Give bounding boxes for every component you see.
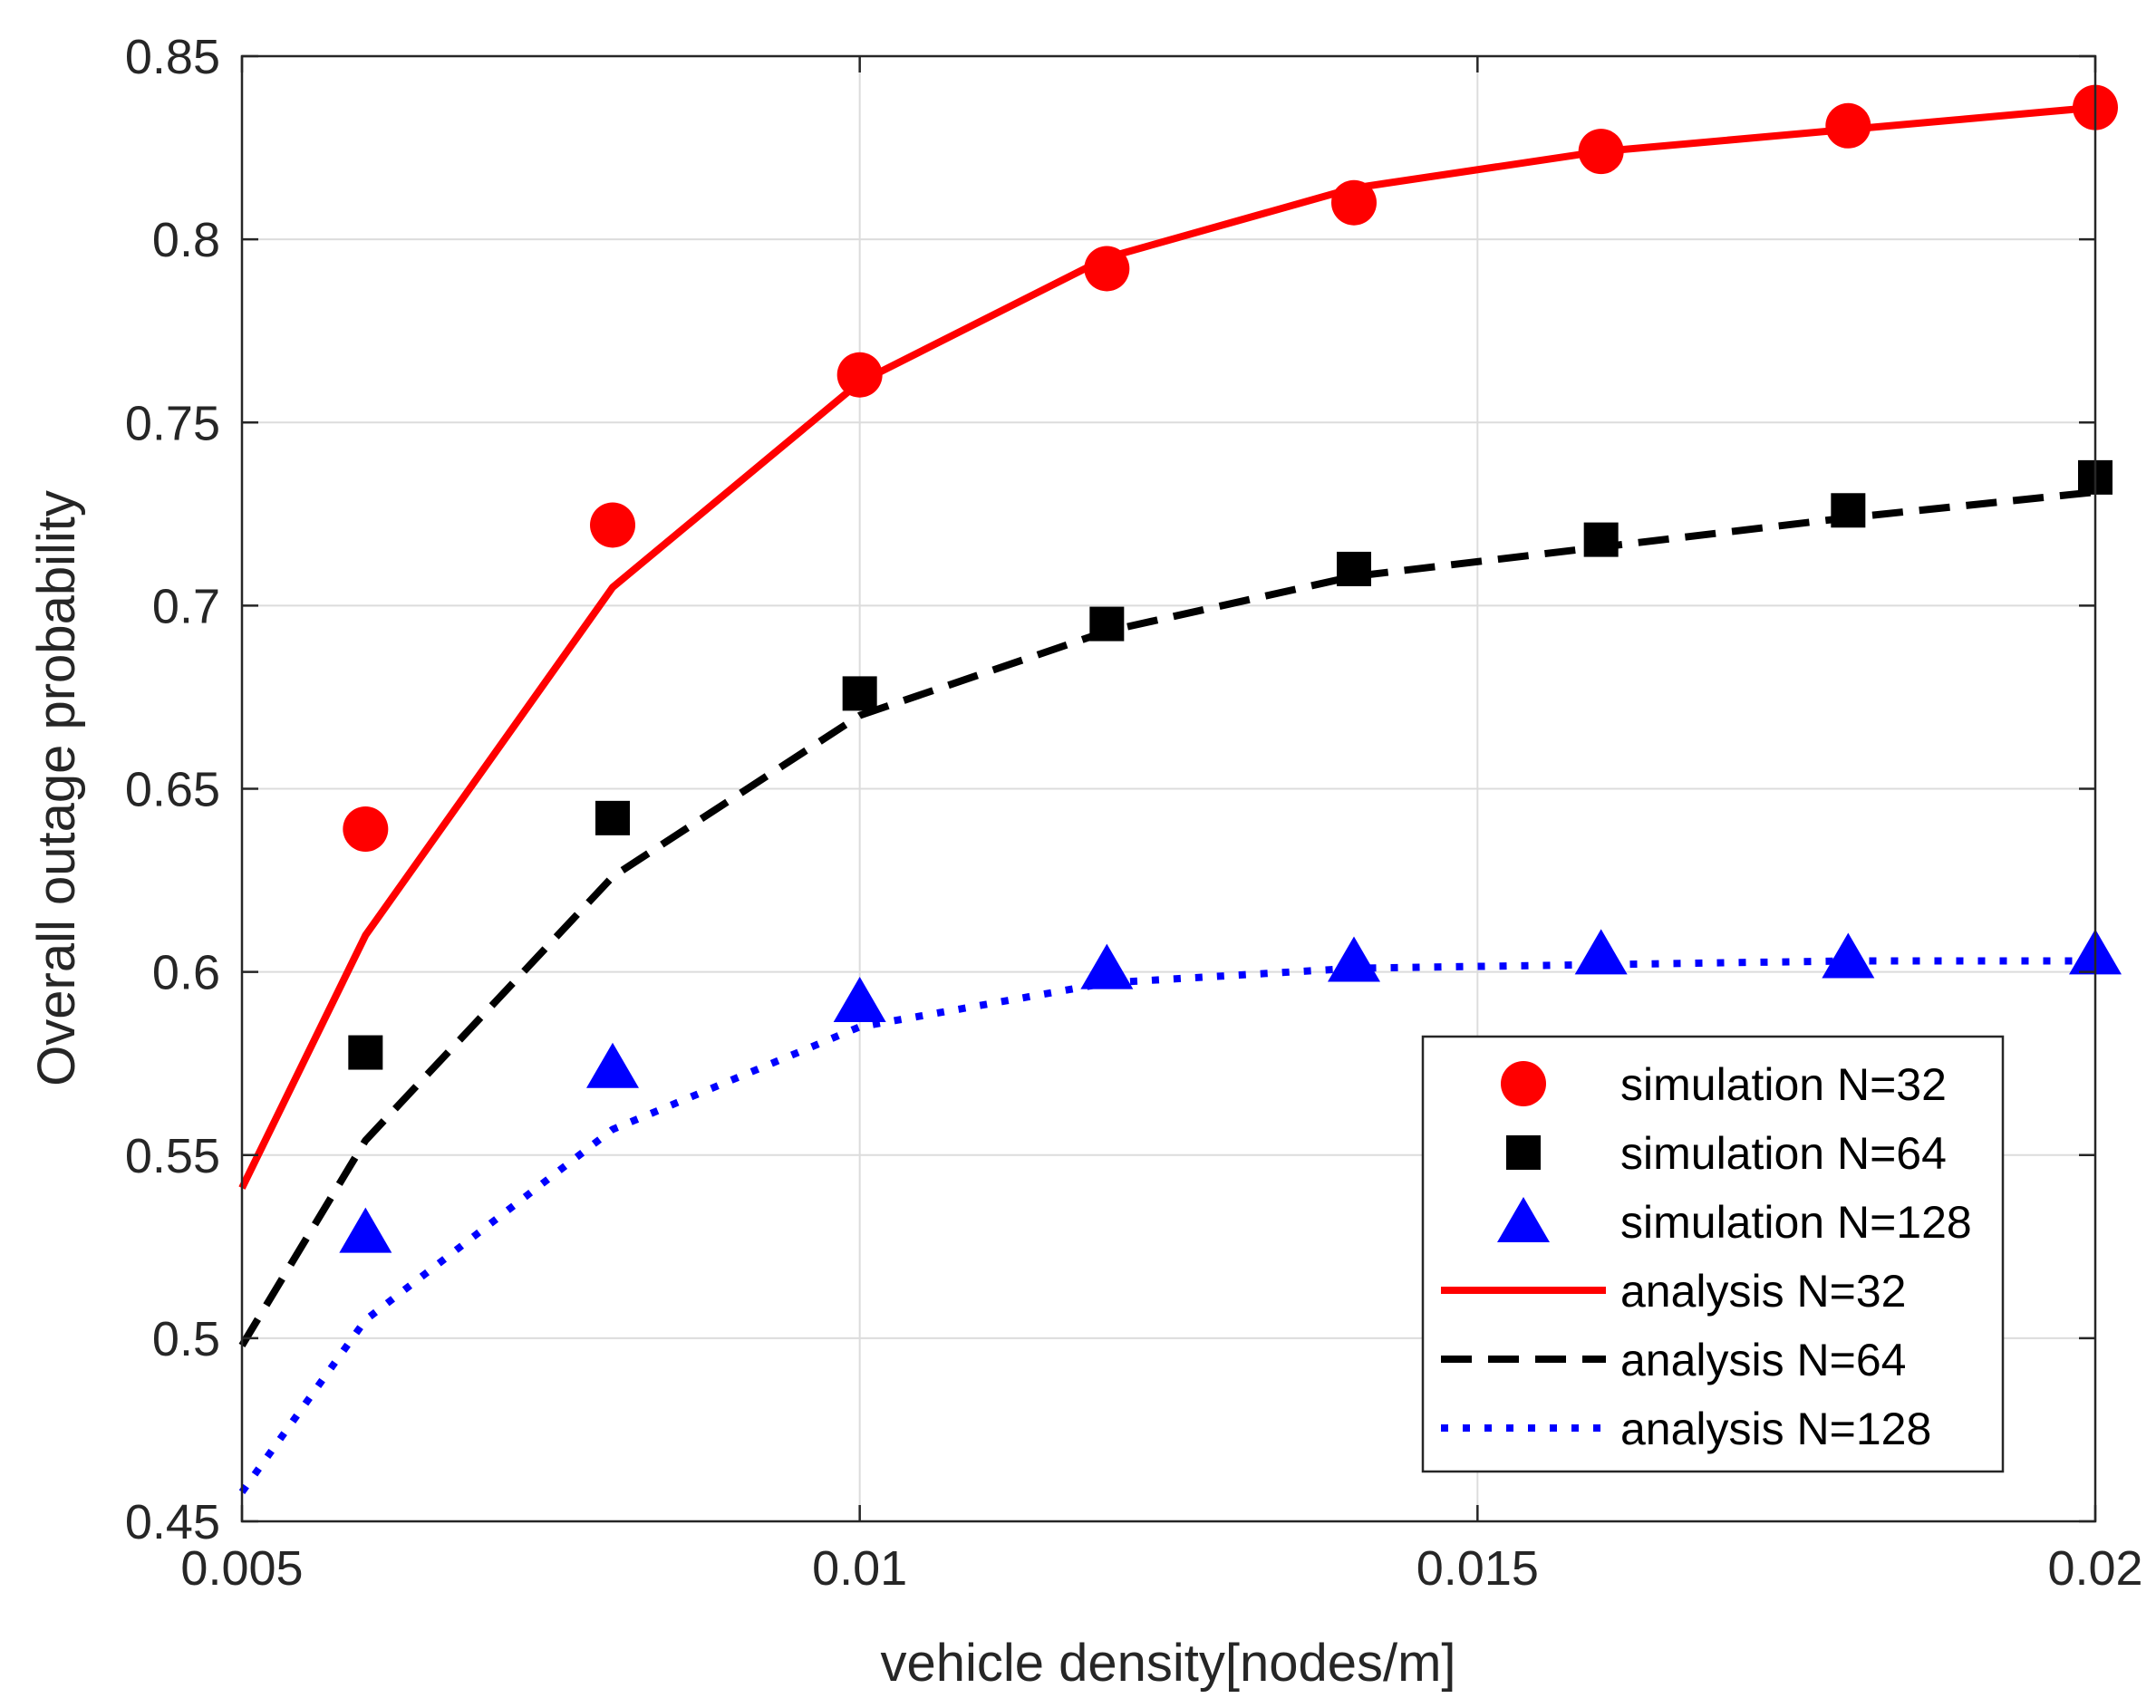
x-tick-label: 0.015: [1416, 1541, 1539, 1596]
legend-label: analysis N=32: [1620, 1266, 1906, 1317]
x-tick-label: 0.01: [812, 1541, 907, 1596]
legend-label: analysis N=64: [1620, 1335, 1906, 1385]
point-simulation-n-128: [586, 1042, 639, 1088]
legend-label: analysis N=128: [1620, 1404, 1931, 1454]
ticks: 0.005 0.01 0.015 0.02 0.45 0.5 0.55 0.6 0.65 0.7 0…: [125, 30, 2143, 1596]
series-line-analysis-n-128: [238, 957, 2095, 1494]
legend-swatch-simulation-n-128: [1497, 1197, 1550, 1242]
legend-box: [1421, 1035, 2005, 1473]
point-simulation-n-128: [339, 1207, 392, 1253]
y-tick-label: 0.6: [152, 946, 220, 1000]
point-simulation-n-32: [343, 806, 389, 852]
point-simulation-n-64: [348, 1035, 383, 1070]
y-tick-label: 0.85: [125, 30, 220, 84]
point-simulation-n-64: [1337, 551, 1371, 586]
point-simulation-n-32: [836, 352, 883, 398]
point-simulation-n-128: [1574, 929, 1628, 975]
y-tick-label: 0.5: [152, 1312, 220, 1366]
point-simulation-n-128: [1328, 936, 1380, 982]
y-tick-label: 0.75: [125, 396, 220, 450]
x-axis-label: vehicle density[nodes/m]: [880, 1634, 1455, 1693]
y-axis-label: Overall outage probability: [27, 490, 86, 1086]
grid: [242, 56, 2095, 1521]
point-simulation-n-128: [833, 976, 886, 1022]
point-simulation-n-64: [1831, 493, 1866, 528]
point-simulation-n-64: [1583, 522, 1619, 557]
legend-label: simulation N=64: [1620, 1128, 1947, 1179]
point-simulation-n-128: [1822, 932, 1875, 979]
x-tick-label: 0.005: [180, 1541, 303, 1596]
y-tick-label: 0.55: [125, 1129, 220, 1183]
point-simulation-n-32: [1825, 102, 1871, 149]
y-tick-label: 0.8: [152, 213, 220, 267]
legend-swatch-simulation-n-32: [1501, 1061, 1546, 1106]
series-layer: [238, 84, 2122, 1494]
x-tick-label: 0.02: [2047, 1541, 2142, 1596]
point-simulation-n-32: [1331, 179, 1377, 226]
point-simulation-n-32: [1578, 129, 1624, 175]
legend-label: simulation N=32: [1620, 1059, 1947, 1110]
point-simulation-n-32: [590, 502, 635, 548]
point-simulation-n-32: [1084, 246, 1130, 292]
legend-swatch-simulation-n-64: [1506, 1135, 1541, 1170]
point-simulation-n-64: [1089, 606, 1125, 642]
y-tick-label: 0.65: [125, 763, 220, 817]
point-simulation-n-64: [842, 676, 877, 711]
legend: simulation N=32 simulation N=64 simulation…: [1421, 1035, 2005, 1473]
point-simulation-n-64: [595, 800, 630, 835]
point-simulation-n-128: [1080, 943, 1134, 989]
y-tick-label: 0.45: [125, 1495, 220, 1549]
y-tick-label: 0.7: [152, 579, 220, 633]
legend-label: simulation N=128: [1620, 1197, 1972, 1248]
